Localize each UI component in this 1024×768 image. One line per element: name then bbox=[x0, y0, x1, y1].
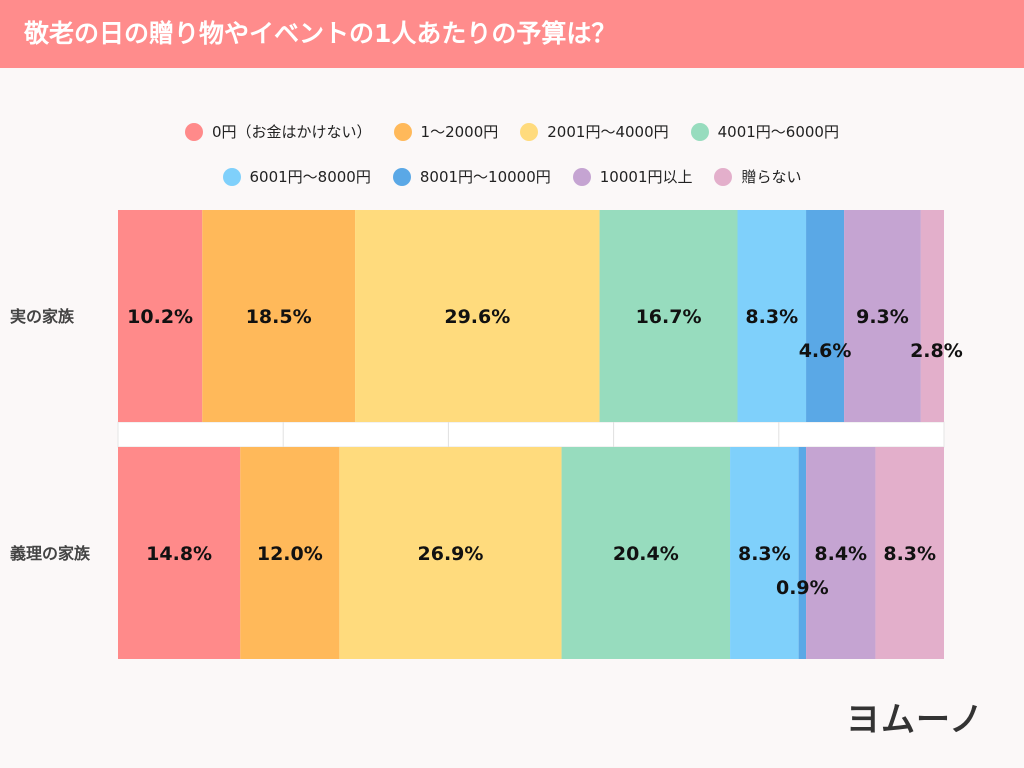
bar-segment bbox=[920, 210, 944, 422]
bar-segment bbox=[240, 447, 340, 659]
legend-item: 2001円〜4000円 bbox=[520, 121, 669, 142]
legend-swatch bbox=[393, 122, 412, 141]
legend-label: 贈らない bbox=[741, 168, 802, 186]
bar-segment bbox=[798, 447, 807, 659]
data-label: 8.3% bbox=[738, 543, 791, 565]
data-label: 29.6% bbox=[444, 306, 510, 328]
legend-label: 4001円〜6000円 bbox=[717, 123, 839, 141]
data-label: 18.5% bbox=[246, 306, 312, 328]
legend-swatch bbox=[690, 122, 709, 141]
grid-band bbox=[117, 421, 945, 448]
bar-segment bbox=[118, 210, 203, 422]
legend-item: 8001円〜10000円 bbox=[392, 166, 551, 187]
legend-label: 8001円〜10000円 bbox=[419, 168, 551, 186]
data-label: 16.7% bbox=[636, 306, 702, 328]
legend-item: 1〜2000円 bbox=[393, 121, 499, 142]
bar-segment bbox=[339, 447, 562, 659]
data-label: 10.2% bbox=[127, 306, 193, 328]
bar-segment bbox=[599, 210, 738, 422]
bar-segment bbox=[730, 447, 799, 659]
data-label: 8.4% bbox=[814, 543, 867, 565]
legend-swatch bbox=[572, 167, 591, 186]
bar-segment bbox=[737, 210, 807, 422]
bar-segment bbox=[561, 447, 731, 659]
legend-label: 6001円〜8000円 bbox=[249, 168, 371, 186]
data-label: 20.4% bbox=[613, 543, 679, 565]
legend-swatch bbox=[392, 167, 411, 186]
legend-item: 4001円〜6000円 bbox=[690, 121, 839, 142]
legend-label: 0円（お金はかけない） bbox=[212, 123, 372, 141]
data-label: 26.9% bbox=[418, 543, 484, 565]
legend-row-2: 6001円〜8000円 8001円〜10000円 10001円以上 贈らない bbox=[0, 166, 1024, 187]
legend-label: 2001円〜4000円 bbox=[547, 123, 669, 141]
legend-item: 6001円〜8000円 bbox=[222, 166, 371, 187]
legend-label: 1〜2000円 bbox=[420, 123, 499, 141]
data-label: 9.3% bbox=[856, 306, 909, 328]
bar-segment bbox=[355, 210, 600, 422]
category-label: 実の家族 bbox=[10, 307, 75, 326]
legend-item: 贈らない bbox=[714, 166, 802, 187]
legend-label: 10001円以上 bbox=[599, 168, 693, 186]
bar-segment bbox=[118, 447, 241, 659]
bar-segment bbox=[875, 447, 944, 659]
data-label: 8.3% bbox=[745, 306, 798, 328]
legend-swatch bbox=[222, 167, 241, 186]
data-label: 0.9% bbox=[776, 577, 829, 599]
data-label: 4.6% bbox=[799, 340, 852, 362]
data-label: 12.0% bbox=[257, 543, 323, 565]
logo: ヨムーノ bbox=[846, 700, 984, 740]
chart-title: 敬老の日の贈り物やイベントの1人あたりの予算は？ bbox=[0, 0, 1024, 68]
data-label: 14.8% bbox=[146, 543, 212, 565]
legend-swatch bbox=[185, 122, 203, 141]
data-label: 8.3% bbox=[883, 543, 936, 565]
legend-swatch bbox=[520, 122, 539, 141]
legend-row-1: 0円（お金はかけない） 1〜2000円 2001円〜4000円 4001円〜6000円 bbox=[0, 121, 1024, 142]
legend-item: 0円（お金はかけない） bbox=[185, 121, 372, 142]
legend-item: 10001円以上 bbox=[572, 166, 693, 187]
category-label: 義理の家族 bbox=[10, 544, 91, 563]
bar-segment bbox=[806, 210, 845, 422]
data-label: 2.8% bbox=[910, 340, 963, 362]
bar-segment bbox=[202, 210, 356, 422]
legend-swatch bbox=[714, 167, 733, 186]
bar-segment bbox=[844, 210, 921, 422]
bar-segment bbox=[806, 447, 876, 659]
